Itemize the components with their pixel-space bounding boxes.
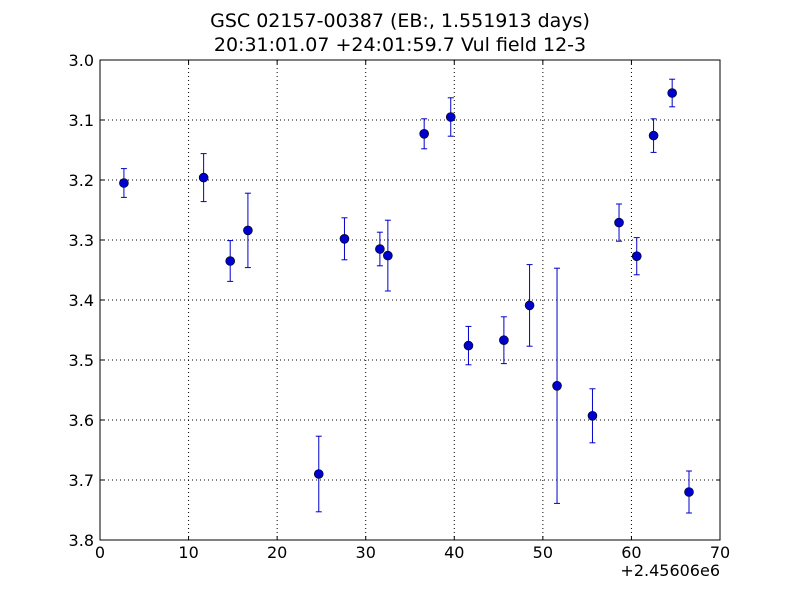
data-points [119, 88, 694, 497]
data-point [445, 112, 456, 122]
plot-frame [99, 59, 721, 541]
data-point [667, 88, 677, 98]
data-point [375, 244, 385, 254]
data-point [198, 172, 209, 183]
data-point [648, 130, 659, 141]
data-point [524, 300, 535, 311]
data-point [552, 380, 562, 391]
y-tick-label: 3.6 [69, 411, 94, 430]
data-point [243, 225, 253, 236]
x-tick-label: 30 [356, 543, 376, 562]
data-point [463, 340, 474, 351]
x-tick-label: 0 [95, 543, 105, 562]
y-tick-label: 3.2 [69, 171, 94, 190]
grid-lines [100, 60, 720, 540]
y-tick-label: 3.3 [69, 231, 94, 250]
y-tick-label: 3.5 [69, 351, 94, 370]
data-point [339, 234, 350, 244]
data-point [419, 129, 429, 139]
x-tick-label: 70 [710, 543, 730, 562]
x-tick-label: 60 [621, 543, 641, 562]
x-offset-label: +2.45606e6 [620, 561, 720, 580]
chart-subtitle: 20:31:01.07 +24:01:59.7 Vul field 12-3 [213, 34, 587, 56]
data-point [587, 410, 598, 421]
data-point [631, 251, 642, 262]
data-point [383, 250, 393, 261]
y-tick-label: 3.4 [69, 291, 94, 310]
data-point [313, 469, 324, 479]
axis-ticks: 0 10 20 30 40 50 60 70 3.0 3.1 3.2 3.3 3.4 3.5 3.6 3.7 3… [69, 51, 731, 562]
chart-title: GSC 02157-00387 (EB:, 1.551913 days) [210, 10, 590, 32]
error-bars [120, 78, 692, 514]
y-tick-label: 3.7 [69, 471, 94, 490]
x-tick-label: 10 [178, 543, 198, 562]
y-tick-label: 3.8 [69, 531, 94, 550]
x-tick-label: 20 [267, 543, 287, 562]
y-tick-label: 3.0 [69, 51, 94, 70]
data-point [499, 335, 509, 346]
x-tick-label: 50 [533, 543, 553, 562]
x-tick-label: 40 [444, 543, 464, 562]
data-point [119, 178, 129, 188]
data-point [614, 217, 624, 228]
data-point [684, 487, 694, 497]
data-point [225, 256, 235, 266]
y-tick-label: 3.1 [69, 111, 94, 130]
